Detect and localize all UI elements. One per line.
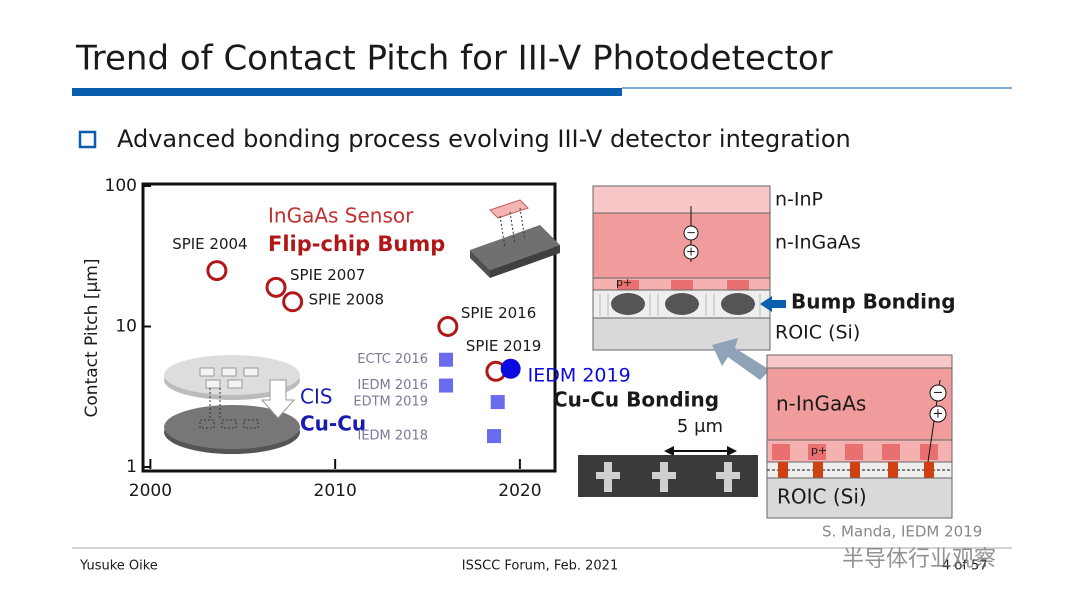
- highlight-point: [500, 358, 521, 379]
- flip-chip-icon: [470, 199, 560, 278]
- page-number: 4 of 57: [942, 559, 988, 574]
- point: [282, 291, 304, 313]
- layer-label: ROIC (Si): [775, 322, 860, 344]
- layer-label: n-InGaAs: [776, 392, 866, 416]
- point: [490, 395, 505, 410]
- doping-label: p+: [811, 444, 827, 457]
- chart: Contact Pitch [μm] InGaAs Sensor Flip-ch…: [82, 176, 560, 501]
- title-bar: [72, 88, 622, 96]
- highlight-label: IEDM 2019: [528, 364, 631, 386]
- cu-diagram: − + p+ n-InGaAs ROIC (Si): [766, 354, 953, 519]
- layer-label: n-InP: [775, 189, 823, 211]
- point-label: SPIE 2019: [466, 337, 541, 355]
- footer-author: Yusuke Oike: [79, 559, 158, 574]
- bump-diagram: − + p+ n-InP n-InGaAs ROIC (Si) Bump Bon…: [592, 185, 956, 351]
- point-label: SPIE 2007: [290, 266, 365, 284]
- cis-wafer-icon: [164, 355, 300, 454]
- y-tick-label: 100: [105, 176, 137, 196]
- sem-image: [578, 455, 758, 497]
- bullet-text: Advanced bonding process evolving III-V …: [117, 125, 851, 153]
- point: [438, 352, 453, 367]
- point-label: SPIE 2016: [461, 304, 536, 322]
- bullet-box: [78, 130, 97, 149]
- point-label: ECTC 2016: [357, 352, 428, 367]
- point-label: SPIE 2008: [309, 290, 384, 308]
- watermark: 半导体行业观察: [842, 547, 996, 572]
- point-label: IEDM 2018: [358, 429, 429, 444]
- hole-sign: +: [686, 245, 696, 259]
- source-note: S. Manda, IEDM 2019: [822, 523, 982, 541]
- point: [438, 378, 453, 393]
- point-label: IEDM 2016: [358, 378, 429, 393]
- layer-label: n-InGaAs: [775, 232, 861, 254]
- scale-label: 5 μm: [677, 416, 723, 437]
- group-label: InGaAs Sensor: [268, 204, 414, 228]
- point: [487, 429, 502, 444]
- point: [265, 276, 287, 298]
- series-label: Flip-chip Bump: [268, 232, 445, 256]
- point-label: EDTM 2019: [353, 395, 428, 410]
- point-label: SPIE 2004: [172, 235, 247, 253]
- y-axis-label: Contact Pitch [μm]: [82, 259, 102, 418]
- x-tick-label: 2020: [498, 481, 541, 501]
- point: [437, 316, 459, 337]
- x-tick-label: 2010: [314, 481, 357, 501]
- x-tick-label: 2000: [129, 481, 172, 501]
- electron-sign: −: [686, 226, 696, 240]
- point: [206, 260, 228, 282]
- y-tick-label: 10: [115, 317, 137, 337]
- cu-label: Cu-Cu Bonding: [553, 388, 719, 412]
- hole-sign: +: [933, 407, 944, 422]
- series-label: Cu-Cu: [300, 412, 366, 436]
- bump-label: Bump Bonding: [791, 290, 956, 314]
- layer-label: ROIC (Si): [777, 485, 867, 509]
- y-tick-label: 1: [126, 457, 137, 477]
- transition-arrow: [712, 338, 770, 380]
- slide-title: Trend of Contact Pitch for III-V Photode…: [75, 39, 833, 79]
- group-label: CIS: [300, 385, 333, 409]
- doping-label: p+: [616, 276, 632, 289]
- footer-event: ISSCC Forum, Feb. 2021: [462, 559, 618, 574]
- electron-sign: −: [933, 386, 944, 401]
